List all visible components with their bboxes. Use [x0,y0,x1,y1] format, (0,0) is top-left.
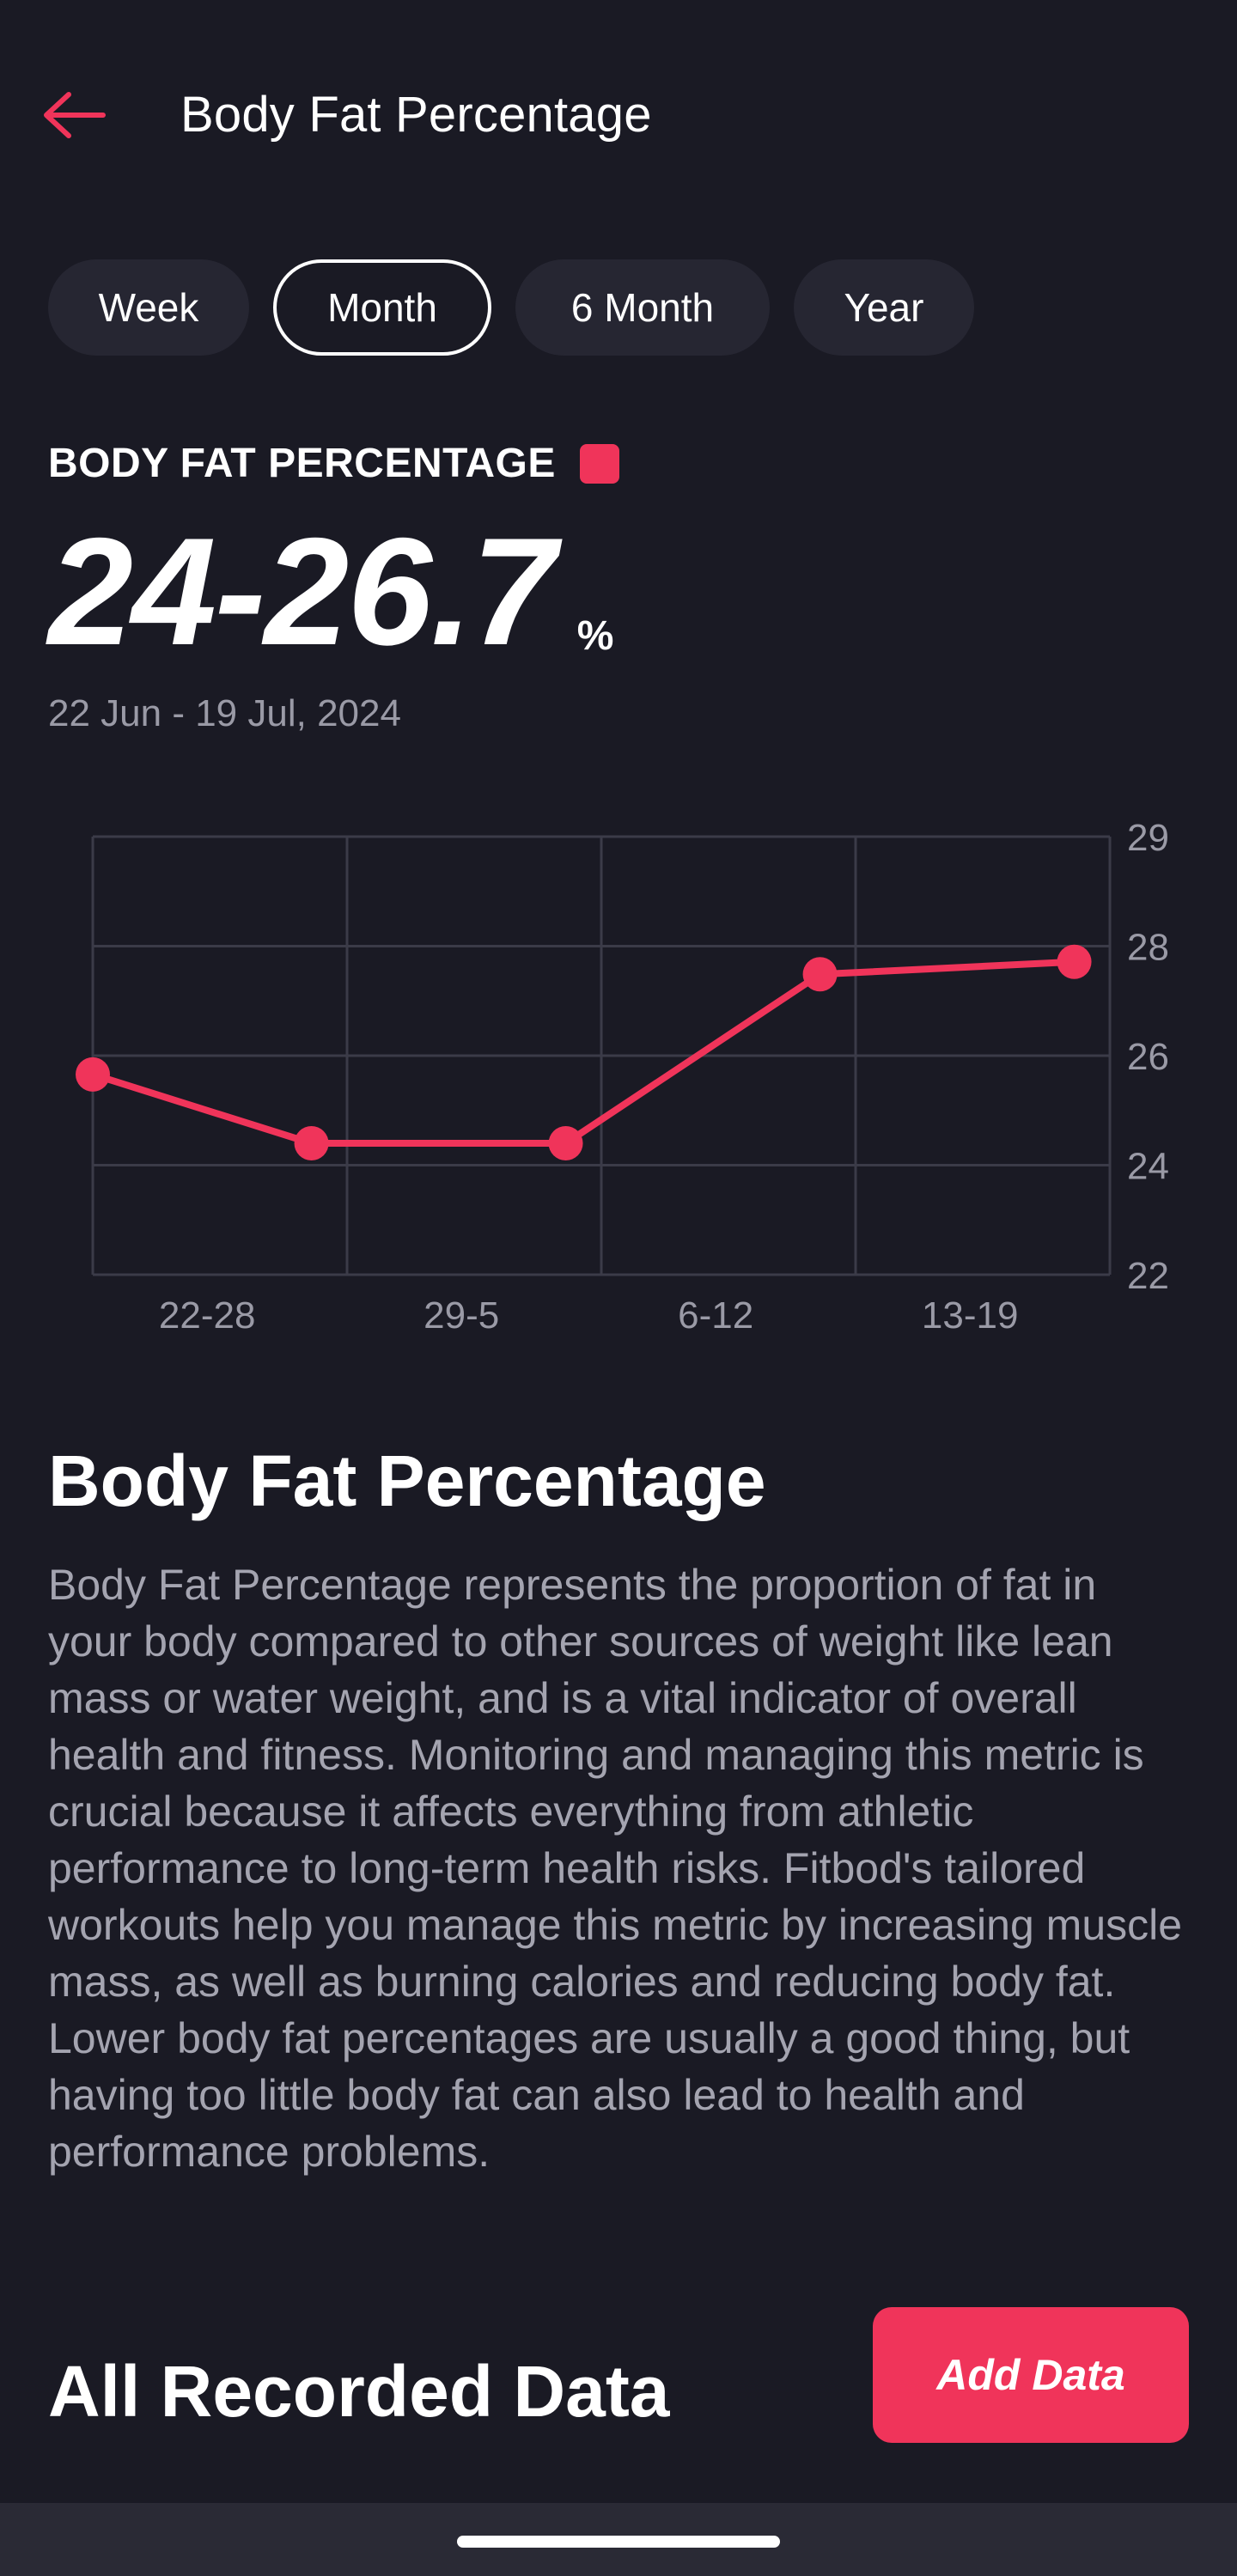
chart-y-tick-label: 24 [1127,1146,1169,1188]
description-title: Body Fat Percentage [48,1440,766,1521]
chart-y-tick-label: 22 [1127,1255,1169,1297]
chart-series-line [89,958,1078,1147]
chart-data-point [1057,944,1092,979]
chart-data-point [548,1126,583,1160]
chart-x-tick-label: 22-28 [159,1294,256,1337]
tab-month[interactable]: Month [273,259,491,356]
metric-label: BODY FAT PERCENTAGE [48,441,556,486]
chart-y-tick-label: 29 [1127,817,1169,859]
date-range: 22 Jun - 19 Jul, 2024 [48,692,401,734]
header: Body Fat Percentage [0,0,1237,232]
metric-unit: % [576,613,614,659]
legend-swatch-icon [579,443,619,484]
chart-x-tick-label: 6-12 [678,1294,753,1337]
chart-x-tick-label: 13-19 [922,1294,1019,1337]
chart-data-point [76,1057,110,1092]
chart-data-point [294,1126,329,1160]
arrow-left-icon [44,92,106,138]
tab-year[interactable]: Year [794,259,974,356]
recorded-data-title: All Recorded Data [48,2351,670,2432]
chart-y-tick-label: 28 [1127,927,1169,969]
metric-value-row: 24-26.7 % [48,515,613,668]
chart-x-tick-label: 29-5 [424,1294,499,1337]
metric-label-row: BODY FAT PERCENTAGE [48,440,619,487]
chart-y-tick-label: 26 [1127,1036,1169,1078]
home-indicator[interactable] [457,2536,780,2548]
page-title: Body Fat Percentage [180,87,652,143]
add-data-button[interactable]: Add Data [873,2307,1189,2443]
body-fat-line-chart: 22 24 26 28 29 22-28 29-5 6-12 13-19 [76,817,1169,1337]
chart-data-point [802,957,838,992]
metric-value: 24-26.7 [48,506,557,677]
description-body: Body Fat Percentage represents the propo… [48,1561,1183,2176]
back-button[interactable] [40,81,125,149]
tab-6-month[interactable]: 6 Month [515,259,770,356]
period-tabs: Week Month 6 Month Year [48,259,974,356]
tab-week[interactable]: Week [48,259,249,356]
